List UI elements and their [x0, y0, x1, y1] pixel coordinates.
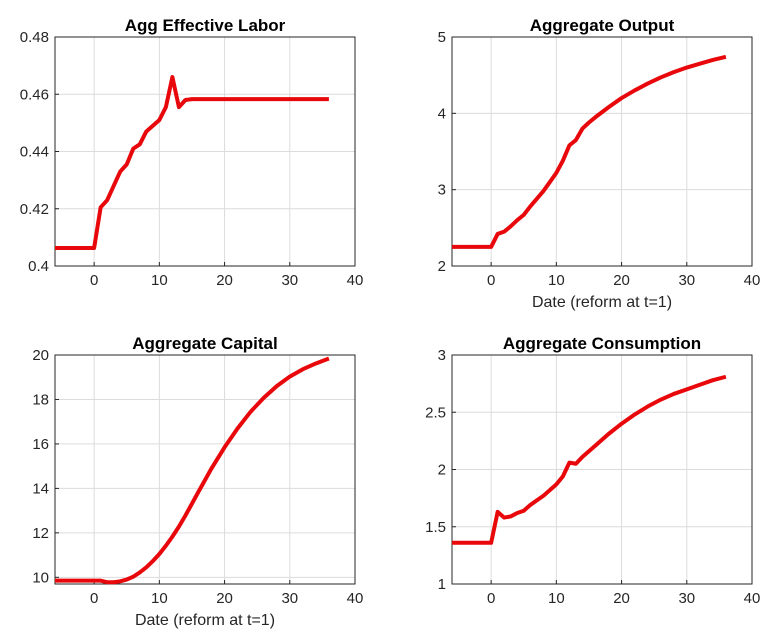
x-tick-label: 40 — [347, 590, 364, 607]
x-axis-label: Date (reform at t=1) — [135, 612, 275, 629]
y-tick-label: 0.44 — [20, 144, 49, 161]
x-tick-label: 10 — [548, 590, 565, 607]
series-line-1 — [452, 374, 727, 545]
y-tick-label: 16 — [32, 436, 49, 453]
y-tick-label: 2 — [438, 258, 446, 275]
x-tick-label: 40 — [744, 272, 760, 289]
plot-area — [451, 36, 753, 267]
x-tick-label: 20 — [613, 590, 630, 607]
x-tick-label: 30 — [281, 590, 298, 607]
y-tick-label: 0.4 — [28, 258, 49, 275]
axes-frame — [451, 36, 753, 267]
x-tick-label: 40 — [744, 590, 760, 607]
x-tick-label: 20 — [613, 272, 630, 289]
y-tick-label: 0.42 — [20, 201, 49, 218]
x-tick-label: 0 — [487, 272, 495, 289]
chart-title: Aggregate Consumption — [503, 334, 701, 353]
chart-panel-2: 0 10 20 30 40 2 3 4 5 Aggregate Output Date (refor… — [438, 16, 760, 311]
x-tick-label: 30 — [281, 272, 298, 289]
y-tick-label: 1.5 — [425, 519, 446, 536]
x-tick-label: 0 — [90, 590, 98, 607]
x-tick-label: 30 — [678, 590, 695, 607]
y-tick-label: 5 — [438, 29, 446, 46]
series-line-1 — [55, 75, 329, 250]
y-tick-label: 0.48 — [20, 29, 49, 46]
axes-frame — [54, 354, 356, 585]
chart-title: Agg Effective Labor — [125, 16, 286, 35]
chart-title: Aggregate Output — [530, 16, 675, 35]
y-tick-label: 3 — [438, 347, 446, 364]
y-tick-label: 2 — [438, 462, 446, 479]
y-tick-label: 2.5 — [425, 404, 446, 421]
x-tick-label: 40 — [347, 272, 364, 289]
chart-title: Aggregate Capital — [132, 334, 277, 353]
y-tick-label: 14 — [32, 480, 49, 497]
x-axis-label: Date (reform at t=1) — [532, 294, 672, 311]
y-tick-label: 3 — [438, 182, 446, 199]
y-tick-label: 4 — [438, 105, 446, 122]
y-tick-label: 10 — [32, 569, 49, 586]
y-tick-label: 1 — [438, 576, 446, 593]
chart-panel-3: 0 10 20 30 40 10 12 14 16 18 20 Aggregate Capital Da… — [32, 334, 363, 629]
x-tick-label: 10 — [151, 272, 168, 289]
x-tick-label: 10 — [151, 590, 168, 607]
x-tick-label: 10 — [548, 272, 565, 289]
chart-panel-4: 0 10 20 30 40 1 1.5 2 2.5 3 Aggregate Consumption — [425, 334, 760, 607]
y-tick-label: 0.46 — [20, 86, 49, 103]
x-tick-label: 20 — [216, 272, 233, 289]
y-tick-label: 12 — [32, 525, 49, 542]
x-tick-label: 0 — [90, 272, 98, 289]
x-tick-label: 20 — [216, 590, 233, 607]
x-tick-label: 30 — [678, 272, 695, 289]
plot-area — [54, 354, 356, 585]
chart-panel-1: 0 10 20 30 40 0.4 0.42 0.44 0.46 0.48 Agg Effectiv… — [20, 16, 364, 289]
series-line-1 — [55, 356, 330, 585]
y-tick-label: 20 — [32, 347, 49, 364]
x-tick-label: 0 — [487, 590, 495, 607]
series-line-1 — [452, 54, 727, 249]
y-tick-label: 18 — [32, 391, 49, 408]
